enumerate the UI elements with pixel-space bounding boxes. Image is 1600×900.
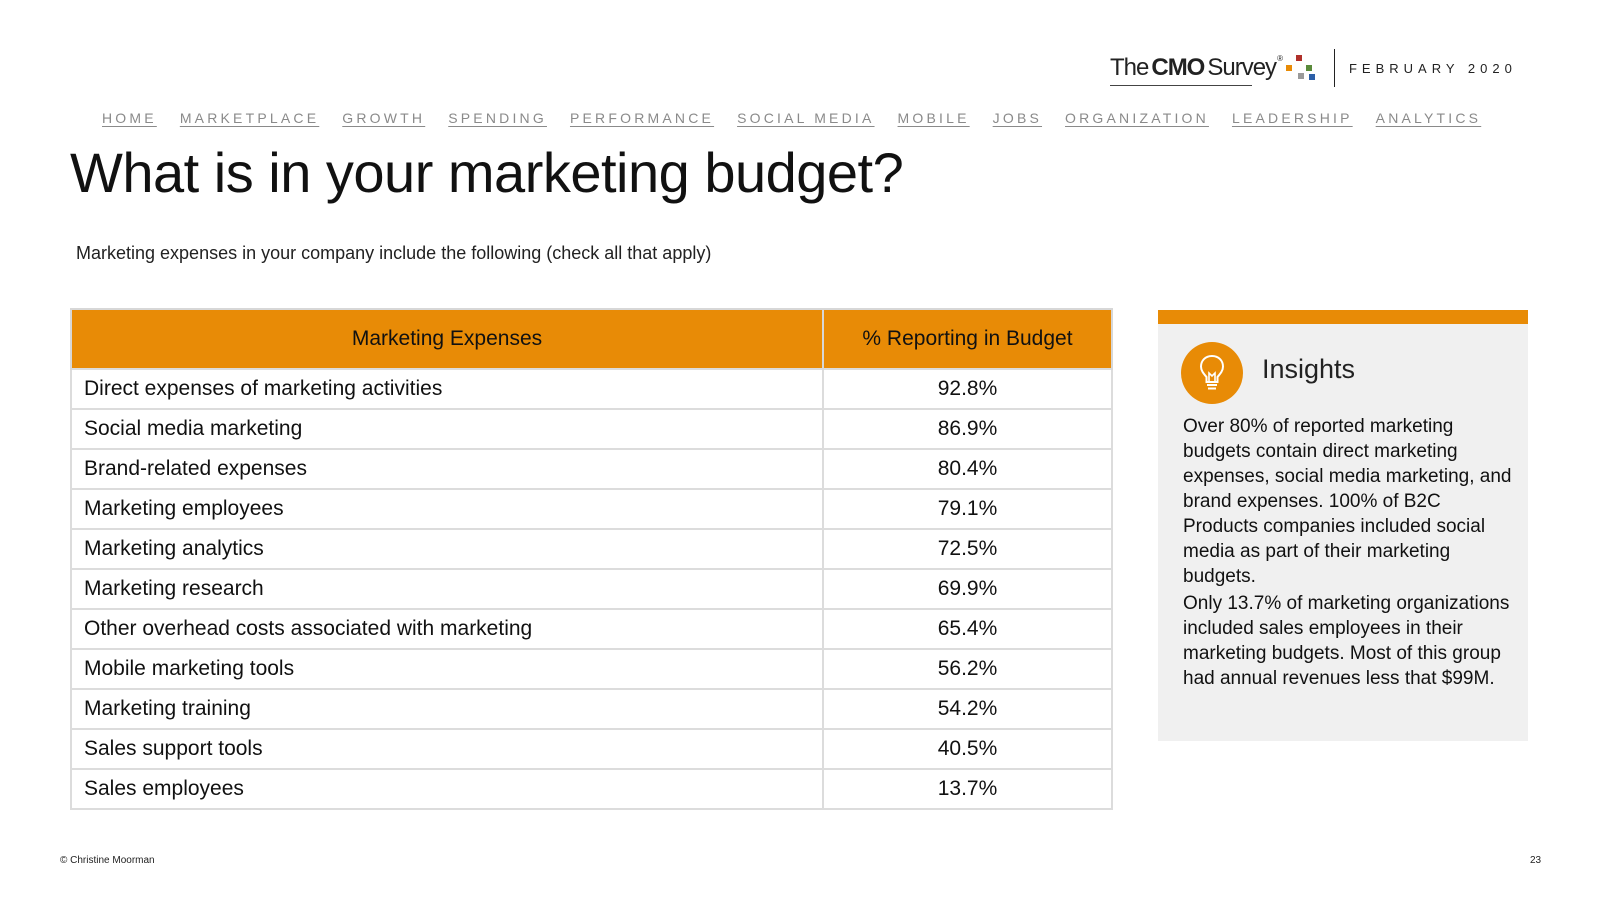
nav-link-analytics[interactable]: ANALYTICS (1375, 110, 1482, 126)
expense-cell: Sales employees (70, 768, 824, 810)
logo-dot (1295, 55, 1302, 61)
logo-underline (1110, 85, 1252, 86)
expense-cell: Marketing research (70, 568, 824, 610)
section-nav: HOME MARKETPLACE GROWTH SPENDING PERFORM… (102, 110, 1500, 126)
page-subtitle: Marketing expenses in your company inclu… (76, 243, 712, 263)
table-row: Other overhead costs associated with mar… (70, 608, 1113, 650)
percent-cell: 40.5% (822, 728, 1113, 770)
insights-paragraph: Over 80% of reported marketing budgets c… (1183, 416, 1512, 587)
nav-link-social-media[interactable]: SOCIAL MEDIA (737, 110, 875, 126)
table-header-row: Marketing Expenses % Reporting in Budget (70, 308, 1113, 369)
report-date: FEBRUARY 2020 (1348, 60, 1517, 76)
nav-link-growth[interactable]: GROWTH (342, 110, 426, 126)
insights-panel: Insights Over 80% of reported marketing … (1158, 310, 1528, 741)
percent-cell: 65.4% (822, 608, 1113, 650)
table-row: Social media marketing 86.9% (70, 408, 1113, 450)
expense-cell: Sales support tools (70, 728, 824, 770)
logo-dots-icon (1284, 53, 1324, 83)
expense-cell: Marketing employees (70, 488, 824, 530)
percent-cell: 13.7% (822, 768, 1113, 810)
nav-link-spending[interactable]: SPENDING (448, 110, 547, 126)
percent-cell: 69.9% (822, 568, 1113, 610)
expense-cell: Other overhead costs associated with mar… (70, 608, 824, 650)
expense-cell: Marketing analytics (70, 528, 824, 570)
column-header-expenses: Marketing Expenses (70, 308, 824, 369)
table-row: Direct expenses of marketing activities … (70, 368, 1113, 410)
percent-cell: 86.9% (822, 408, 1113, 450)
table-row: Marketing research 69.9% (70, 568, 1113, 610)
expense-cell: Mobile marketing tools (70, 648, 824, 690)
table-row: Marketing employees 79.1% (70, 488, 1113, 530)
insights-paragraph: Only 13.7% of marketing organizations in… (1183, 593, 1510, 689)
nav-link-jobs[interactable]: JOBS (992, 110, 1043, 126)
percent-cell: 72.5% (822, 528, 1113, 570)
logo-dot (1297, 73, 1304, 79)
expense-cell: Social media marketing (70, 408, 824, 450)
lightbulb-glyph (1199, 354, 1225, 390)
table-row: Sales support tools 40.5% (70, 728, 1113, 770)
insights-accent-bar (1158, 310, 1528, 324)
nav-link-mobile[interactable]: MOBILE (897, 110, 970, 126)
column-header-percent: % Reporting in Budget (822, 308, 1113, 369)
page-number: 23 (1530, 855, 1542, 866)
percent-cell: 56.2% (822, 648, 1113, 690)
logo-the: The (1110, 54, 1149, 81)
lightbulb-icon (1181, 342, 1243, 404)
expense-cell: Direct expenses of marketing activities (70, 368, 824, 410)
percent-cell: 54.2% (822, 688, 1113, 730)
percent-cell: 80.4% (822, 448, 1113, 490)
insights-heading: Insights (1262, 354, 1356, 384)
copyright: © Christine Moorman (60, 855, 155, 866)
brand-header: The CMO Survey ® FEBRUARY 2020 (1110, 48, 1517, 88)
table-row: Marketing analytics 72.5% (70, 528, 1113, 570)
logo-dot (1285, 65, 1292, 71)
logo-cmo: CMO (1151, 54, 1205, 81)
expense-cell: Brand-related expenses (70, 448, 824, 490)
table-row: Mobile marketing tools 56.2% (70, 648, 1113, 690)
percent-cell: 92.8% (822, 368, 1113, 410)
table-row: Sales employees 13.7% (70, 768, 1113, 810)
expense-cell: Marketing training (70, 688, 824, 730)
cmo-survey-logo[interactable]: The CMO Survey ® (1110, 54, 1283, 86)
nav-link-leadership[interactable]: LEADERSHIP (1231, 110, 1353, 126)
nav-link-home[interactable]: HOME (102, 110, 157, 126)
logo-dot (1305, 65, 1312, 71)
page-title: What is in your marketing budget? (70, 141, 904, 204)
logo-survey: Survey (1207, 54, 1277, 81)
expenses-table: Marketing Expenses % Reporting in Budget… (70, 308, 1113, 810)
nav-link-performance[interactable]: PERFORMANCE (569, 110, 715, 126)
nav-link-organization[interactable]: ORGANIZATION (1065, 110, 1209, 126)
logo-registered-mark: ® (1277, 54, 1283, 63)
logo-dot (1308, 74, 1315, 80)
table-row: Brand-related expenses 80.4% (70, 448, 1113, 490)
brand-divider (1333, 49, 1335, 87)
nav-link-marketplace[interactable]: MARKETPLACE (179, 110, 320, 126)
table-row: Marketing training 54.2% (70, 688, 1113, 730)
percent-cell: 79.1% (822, 488, 1113, 530)
